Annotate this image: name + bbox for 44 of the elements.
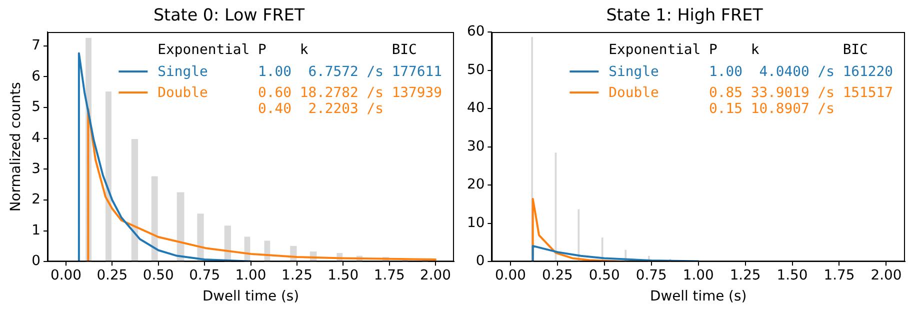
y-tick-label: 5 bbox=[32, 99, 41, 116]
x-tick-label: 0.00 bbox=[50, 268, 82, 284]
y-tick-label: 2 bbox=[32, 192, 41, 208]
x-tick-label: 0.75 bbox=[636, 268, 667, 284]
legend-label: Single 1.00 6.7572 /s 177611 bbox=[158, 64, 442, 80]
x-tick-label: 2.00 bbox=[870, 268, 902, 284]
y-tick-label: 1 bbox=[32, 222, 41, 238]
legend-label: Double 0.60 18.2782 /s 137939 0.40 2.2203 /s bbox=[158, 85, 442, 118]
x-tick-label: 0.00 bbox=[494, 268, 526, 284]
y-tick-label: 20 bbox=[466, 176, 485, 193]
y-tick-label: 4 bbox=[32, 130, 41, 146]
x-tick-label: 1.00 bbox=[235, 268, 266, 284]
y-tick-label: 10 bbox=[466, 214, 485, 231]
x-axis-title: Dwell time (s) bbox=[202, 288, 300, 304]
x-tick-label: 0.25 bbox=[96, 268, 128, 284]
legend-label: Single 1.00 4.0400 /s 161220 bbox=[608, 64, 894, 80]
x-tick-label: 1.25 bbox=[730, 268, 761, 284]
x-tick-label: 0.25 bbox=[542, 268, 573, 284]
y-tick-label: 50 bbox=[466, 62, 485, 78]
y-tick-label: 0 bbox=[476, 253, 485, 270]
x-tick-label: 1.50 bbox=[776, 268, 808, 284]
x-tick-label: 1.50 bbox=[328, 268, 359, 284]
x-tick-label: 1.75 bbox=[374, 268, 405, 284]
chart-title: State 0: Low FRET bbox=[153, 4, 306, 24]
y-axis-title: Normalized counts bbox=[8, 82, 24, 212]
y-tick-label: 40 bbox=[466, 100, 485, 116]
legend-label: Double 0.85 33.9019 /s 151517 0.15 10.8907 /s bbox=[608, 85, 894, 118]
legend-title: Exponential P k BIC bbox=[158, 42, 417, 58]
x-tick-label: 2.00 bbox=[420, 268, 451, 284]
x-tick-label: 0.75 bbox=[189, 268, 220, 284]
y-tick-label: 6 bbox=[32, 68, 41, 84]
legend-title: Exponential P k BIC bbox=[608, 42, 868, 58]
y-tick-label: 3 bbox=[32, 160, 41, 177]
x-tick-label: 1.25 bbox=[281, 268, 312, 284]
y-tick-label: 60 bbox=[466, 24, 485, 40]
x-axis-title: Dwell time (s) bbox=[650, 288, 747, 304]
x-tick-label: 1.00 bbox=[682, 268, 714, 284]
y-tick-label: 30 bbox=[466, 138, 485, 154]
x-tick-label: 0.50 bbox=[142, 268, 174, 284]
x-tick-label: 0.50 bbox=[588, 268, 620, 284]
chart-title: State 1: High FRET bbox=[606, 4, 764, 24]
y-tick-label: 7 bbox=[32, 38, 41, 54]
y-tick-label: 0 bbox=[32, 253, 41, 270]
x-tick-label: 1.75 bbox=[824, 268, 855, 284]
